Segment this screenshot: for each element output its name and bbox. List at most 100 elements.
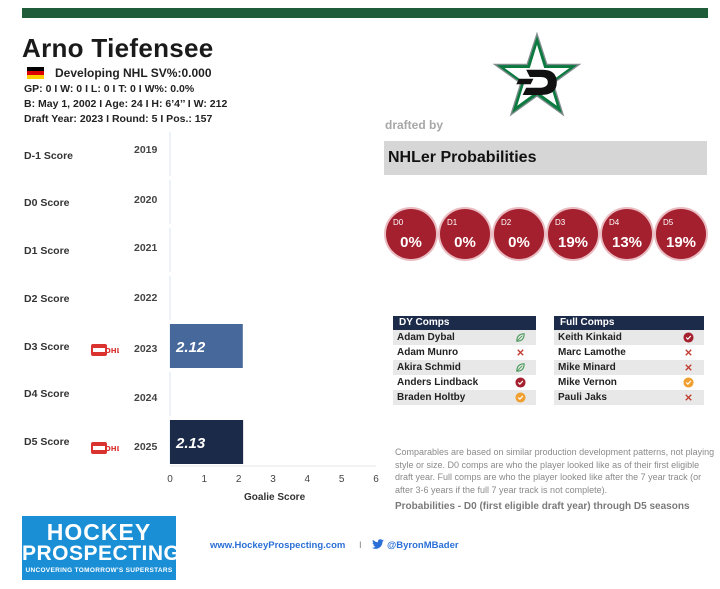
x-axis-label: Goalie Score xyxy=(244,492,306,503)
dy-comp-row: Braden Holtby xyxy=(393,390,536,405)
year-label: 2020 xyxy=(134,194,158,206)
comp-name: Keith Kinkaid xyxy=(558,332,622,343)
bar-value-label: 2.12 xyxy=(175,339,206,356)
comparables-note: Comparables are based on similar product… xyxy=(395,447,715,495)
probabilities-footnote: Probabilities - D0 (first eligible draft… xyxy=(395,501,690,512)
prob-circle-d4: D4 13% xyxy=(602,209,652,259)
year-label: 2025 xyxy=(134,441,158,453)
dy-comps-title: DY Comps xyxy=(393,316,536,330)
prob-label: D1 xyxy=(447,218,458,227)
prob-value: 0% xyxy=(400,234,422,251)
germany-flag-icon xyxy=(27,67,44,79)
bar-d5-score xyxy=(170,420,244,464)
year-label: 2021 xyxy=(134,242,158,254)
check-red-icon xyxy=(683,332,694,343)
brand-tagline: UNCOVERING TOMORROW'S SUPERSTARS xyxy=(25,567,173,574)
full-comp-row: Mike Minard xyxy=(554,360,704,375)
player-draft-line: Draft Year: 2023 I Round: 5 I Pos.: 157 xyxy=(24,113,213,125)
year-label: 2024 xyxy=(134,392,158,404)
dy-comp-row: Akira Schmid xyxy=(393,360,536,375)
website-link[interactable]: www.HockeyProspecting.com xyxy=(210,540,346,551)
prob-value: 19% xyxy=(557,234,589,251)
prob-value: 0% xyxy=(508,234,530,251)
full-comps-title: Full Comps xyxy=(554,316,704,330)
prob-circle-d1: D1 0% xyxy=(440,209,490,259)
league-badge-text: OHL xyxy=(105,445,119,453)
x-mark-icon xyxy=(517,349,524,356)
x-tick-label: 3 xyxy=(270,474,276,485)
x-tick-label: 0 xyxy=(167,474,173,485)
prob-value: 13% xyxy=(611,234,643,251)
x-mark-icon xyxy=(685,364,692,371)
prob-label: D2 xyxy=(501,218,512,227)
comp-name: Pauli Jaks xyxy=(558,392,607,403)
dallas-stars-logo-icon xyxy=(492,32,582,117)
row-label: D0 Score xyxy=(24,197,70,209)
year-label: 2019 xyxy=(134,144,158,156)
check-orange-icon xyxy=(515,392,526,403)
x-tick-label: 1 xyxy=(202,474,208,485)
comp-name: Mike Vernon xyxy=(558,377,617,388)
row-label: D3 Score xyxy=(24,341,70,353)
dy-comp-row: Adam Munro xyxy=(393,345,536,360)
player-status: Developing NHL SV%:0.000 xyxy=(55,66,212,80)
comp-name: Akira Schmid xyxy=(397,362,461,373)
x-tick-label: 4 xyxy=(305,474,311,485)
row-label: D1 Score xyxy=(24,245,70,257)
player-name: Arno Tiefensee xyxy=(22,33,214,63)
prob-label: D5 xyxy=(663,218,674,227)
dy-comp-row: Anders Lindback xyxy=(393,375,536,390)
comp-name: Mike Minard xyxy=(558,362,616,373)
leaf-icon xyxy=(516,363,525,372)
player-bio-line: B: May 1, 2002 I Age: 24 I H: 6’4’’ I W:… xyxy=(24,98,228,110)
year-label: 2023 xyxy=(134,343,158,355)
prob-circle-d0: D0 0% xyxy=(386,209,436,259)
full-comps-table: Full Comps Keith Kinkaid Marc Lamothe Mi… xyxy=(554,316,704,405)
bar-d3-score xyxy=(170,324,243,368)
x-tick-label: 2 xyxy=(236,474,242,485)
row-label: D5 Score xyxy=(24,436,70,448)
brand-line1: HOCKEY xyxy=(46,519,152,545)
prob-label: D0 xyxy=(393,218,404,227)
bar-value-label: 2.13 xyxy=(175,435,206,452)
dy-comps-table: DY Comps Adam Dybal Adam Munro Akira Sch… xyxy=(393,316,536,405)
hockey-prospecting-logo: HOCKEY PROSPECTING UNCOVERING TOMORROW'S… xyxy=(22,516,181,580)
full-comp-row: Mike Vernon xyxy=(554,375,704,390)
twitter-bird-icon xyxy=(371,539,384,549)
ohl-league-badge-icon: OHL xyxy=(91,344,119,356)
full-comp-row: Marc Lamothe xyxy=(554,345,704,360)
x-tick-label: 5 xyxy=(339,474,345,485)
player-stats-line: GP: 0 I W: 0 I L: 0 I T: 0 I W%: 0.0% xyxy=(24,83,195,95)
prob-circle-d5: D5 19% xyxy=(656,209,706,259)
ohl-league-badge-icon: OHL xyxy=(91,442,119,454)
check-red-icon xyxy=(515,377,526,388)
drafted-by-label: drafted by xyxy=(385,118,444,132)
prob-value: 0% xyxy=(454,234,476,251)
comp-name: Marc Lamothe xyxy=(558,347,626,358)
full-comp-row: Keith Kinkaid xyxy=(554,330,704,345)
comp-name: Adam Dybal xyxy=(397,332,455,343)
probabilities-header: NHLer Probabilities xyxy=(384,141,707,175)
comp-name: Anders Lindback xyxy=(397,377,479,388)
footer-separator: I xyxy=(359,540,362,551)
prob-circle-d2: D2 0% xyxy=(494,209,544,259)
prob-circle-d3: D3 19% xyxy=(548,209,598,259)
chart-plot-area: 2.12 2.13 0 1 2 3 4 5 6 xyxy=(167,132,379,485)
x-tick-label: 6 xyxy=(373,474,379,485)
league-badge-text: OHL xyxy=(105,347,119,355)
prob-label: D4 xyxy=(609,218,620,227)
x-mark-icon xyxy=(685,394,692,401)
full-comp-row: Pauli Jaks xyxy=(554,390,704,405)
check-orange-icon xyxy=(683,377,694,388)
top-accent-bar xyxy=(22,8,708,18)
prob-value: 19% xyxy=(665,234,697,251)
probabilities-title: NHLer Probabilities xyxy=(388,149,537,166)
dy-comp-row: Adam Dybal xyxy=(393,330,536,345)
year-label: 2022 xyxy=(134,292,158,304)
x-mark-icon xyxy=(685,349,692,356)
row-label: D-1 Score xyxy=(24,150,74,162)
leaf-icon xyxy=(516,333,525,342)
prob-label: D3 xyxy=(555,218,566,227)
brand-line2: PROSPECTING xyxy=(22,542,181,565)
twitter-handle[interactable]: @ByronMBader xyxy=(387,540,459,551)
